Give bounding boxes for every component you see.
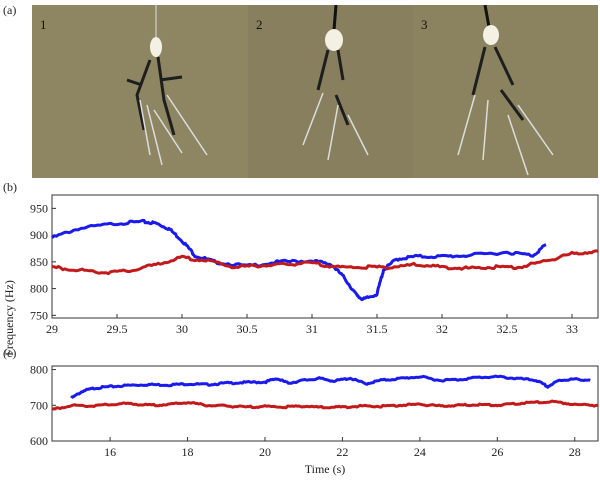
panel-b-x-tick-label: 31 <box>306 322 318 336</box>
frame-number-2: 2 <box>256 17 263 32</box>
panel-b-y-tick-label: 800 <box>30 282 48 296</box>
photo-frame-2: 2 <box>248 5 413 178</box>
panel-c-x-tick-label: 16 <box>104 445 116 459</box>
panel-c-y-tick-label: 800 <box>30 363 48 377</box>
photo-strip: 1 2 3 <box>32 5 598 178</box>
panel-c-x-tick-label: 18 <box>182 445 194 459</box>
frame-number-1: 1 <box>40 17 47 32</box>
panel-b-x-tick-label: 30 <box>176 322 188 336</box>
panel-c-x-tick-label: 20 <box>259 445 271 459</box>
shared-y-axis-label: Frequency (Hz) <box>2 280 16 356</box>
panel-c-x-axis-label: Time (s) <box>305 462 346 476</box>
frame-number-3: 3 <box>421 17 428 32</box>
panel-c-y-tick-label: 700 <box>30 398 48 412</box>
mosquito-photo-3 <box>413 5 598 178</box>
mosquito-photo-1 <box>32 5 248 178</box>
panel-a-label: (a) <box>3 3 17 17</box>
panel-b-x-tick-label: 32.5 <box>497 322 518 336</box>
panel-b-series-blue-line <box>50 218 547 302</box>
panel-c-label: (c) <box>3 346 17 360</box>
panel-b-y-tick-label: 900 <box>30 228 48 242</box>
panel-c-x-tick-label: 24 <box>414 445 426 459</box>
panel-b-series-red-line <box>51 249 599 276</box>
panel-c-series-red-line <box>51 399 599 411</box>
panel-b-y-tick-label: 750 <box>30 308 48 322</box>
photo-frame-1: 1 <box>32 5 248 178</box>
panel-c-plot-frame <box>51 365 599 442</box>
mosquito-photo-2 <box>248 5 413 178</box>
panel-b-label: (b) <box>3 180 17 194</box>
panel-c-series-blue-line <box>70 374 591 399</box>
photo-frame-3: 3 <box>413 5 598 178</box>
panel-b-x-tick-label: 32 <box>436 322 448 336</box>
panel-b-x-tick-label: 31.5 <box>367 322 388 336</box>
frame-3-bg <box>413 5 598 178</box>
panel-b-x-tick-label: 29 <box>46 322 58 336</box>
panel-b-plot-frame <box>51 194 599 319</box>
panel-c-y-tick-label: 600 <box>30 434 48 448</box>
panel-b-y-tick-label: 850 <box>30 255 48 269</box>
panel-c-x-tick-label: 26 <box>491 445 503 459</box>
panel-b-x-tick-label: 33 <box>566 322 578 336</box>
panel-b-x-tick-label: 29.5 <box>107 322 128 336</box>
panel-c-x-tick-label: 28 <box>569 445 581 459</box>
panel-c-x-tick-label: 22 <box>336 445 348 459</box>
frame-1-bg <box>32 5 248 178</box>
panel-b-y-tick-label: 950 <box>30 201 48 215</box>
panel-b-x-tick-label: 30.5 <box>237 322 258 336</box>
